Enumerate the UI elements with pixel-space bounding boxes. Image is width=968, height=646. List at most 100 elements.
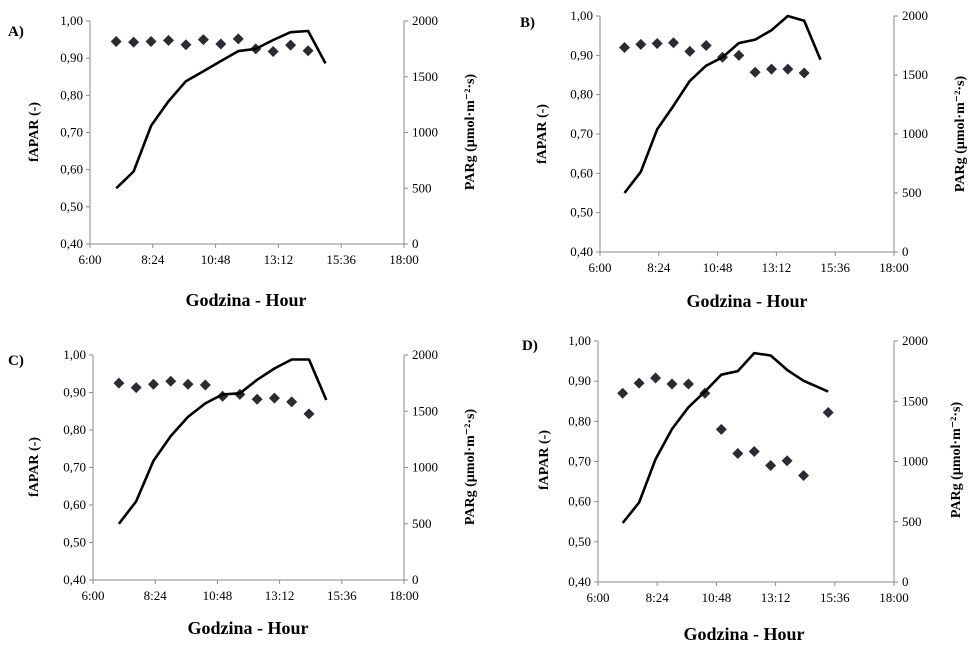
fapar-point	[286, 396, 298, 408]
fapar-point	[215, 38, 227, 50]
fapar-point	[180, 39, 192, 51]
fapar-point	[781, 455, 793, 467]
x-tick-label: 10:48	[203, 588, 233, 603]
left-tick-label: 0,70	[568, 454, 591, 469]
fapar-point	[715, 423, 727, 435]
x-tick-label: 8:24	[646, 590, 670, 605]
fapar-point	[650, 372, 662, 384]
fapar-point	[732, 447, 744, 459]
y-axis-label-left: fAPAR (-)	[535, 104, 550, 164]
x-tick-label: 13:12	[762, 260, 792, 275]
left-tick-label: 1,00	[60, 13, 83, 28]
fapar-point	[617, 387, 629, 399]
right-tick-label: 1000	[902, 126, 928, 141]
fapar-point	[798, 67, 810, 79]
fapar-point	[199, 379, 211, 391]
parg-line	[115, 29, 327, 190]
fapar-point	[733, 49, 745, 61]
left-tick-label: 0,90	[570, 47, 593, 62]
fapar-point	[130, 382, 142, 394]
fapar-point	[303, 408, 315, 420]
right-tick-label: 1500	[902, 393, 928, 408]
x-tick-label: 18:00	[389, 588, 419, 603]
x-axis-label: Godzina - Hour	[185, 290, 306, 310]
x-tick-label: 18:00	[879, 590, 909, 605]
fapar-point	[635, 38, 647, 50]
left-tick-label: 0,80	[63, 422, 86, 437]
left-tick-label: 1,00	[570, 8, 593, 23]
fapar-point	[619, 41, 630, 53]
left-tick-label: 1,00	[568, 333, 591, 348]
right-tick-label: 2000	[902, 333, 928, 348]
right-tick-label: 1000	[902, 454, 928, 469]
fapar-point	[268, 392, 280, 404]
fapar-point	[113, 377, 125, 389]
left-tick-label: 0,40	[60, 236, 83, 251]
fapar-point	[822, 406, 834, 418]
left-tick-label: 0,60	[568, 494, 591, 509]
chart-panel-a: 0,40 0,50 0,60 0,70 0,80 0,90 1,00 0 500 1000 1500…	[8, 13, 478, 310]
fapar-point	[782, 63, 794, 75]
left-tick-label: 0,70	[63, 460, 86, 475]
x-tick-label: 10:48	[703, 260, 733, 275]
fapar-point	[285, 39, 297, 51]
fapar-point	[197, 34, 209, 46]
chart-panel-b: 0,40 0,50 0,60 0,70 0,80 0,90 1,00 0 500 1000 1500…	[520, 8, 968, 311]
panel-label: A)	[8, 24, 24, 40]
right-tick-label: 1500	[412, 403, 438, 418]
fapar-point	[765, 460, 777, 472]
right-tick-label: 2000	[412, 13, 438, 28]
x-tick-label: 13:12	[265, 588, 295, 603]
fapar-point	[165, 375, 177, 387]
left-tick-label: 0,50	[570, 205, 593, 220]
right-tick-label: 0	[902, 574, 909, 589]
y-axis-label-right: PARg (µmol·m⁻²·s)	[949, 402, 964, 519]
left-tick-label: 1,00	[63, 347, 86, 362]
fapar-point	[651, 38, 663, 50]
right-tick-label: 500	[902, 185, 922, 200]
right-tick-label: 2000	[412, 347, 438, 362]
left-tick-label: 0,50	[568, 534, 591, 549]
left-tick-label: 0,80	[570, 87, 593, 102]
right-tick-label: 0	[412, 572, 419, 587]
x-tick-label: 8:24	[141, 252, 165, 267]
left-tick-label: 0,70	[570, 126, 593, 141]
left-tick-label: 0,80	[60, 87, 83, 102]
x-tick-label: 6:00	[586, 590, 609, 605]
panel-label: C)	[8, 353, 24, 369]
right-tick-label: 1500	[902, 67, 928, 82]
left-tick-label: 0,60	[63, 497, 86, 512]
left-tick-label: 0,40	[570, 244, 593, 259]
x-tick-label: 15:36	[820, 260, 850, 275]
left-tick-label: 0,50	[60, 199, 83, 214]
fapar-point	[668, 37, 679, 49]
fapar-point	[749, 66, 761, 78]
right-tick-label: 0	[412, 236, 419, 251]
right-tick-label: 1500	[412, 69, 438, 84]
fapar-point	[302, 45, 314, 57]
right-tick-label: 1000	[412, 460, 438, 475]
chart-panel-c: 0,40 0,50 0,60 0,70 0,80 0,90 1,00 0 500 1000 1500…	[8, 347, 478, 638]
x-tick-label: 10:48	[201, 252, 231, 267]
x-axis-label: Godzina - Hour	[683, 624, 804, 644]
panel-label: D)	[522, 338, 538, 354]
x-axis-label: Godzina - Hour	[187, 618, 308, 638]
x-tick-label: 18:00	[879, 260, 909, 275]
fapar-point	[163, 34, 174, 46]
left-tick-label: 0,60	[570, 165, 593, 180]
right-tick-label: 500	[412, 516, 432, 531]
fapar-point	[798, 470, 810, 482]
fapar-point	[684, 45, 696, 57]
left-tick-label: 0,40	[63, 572, 86, 587]
fapar-point	[232, 33, 244, 45]
x-tick-label: 10:48	[702, 590, 732, 605]
x-tick-label: 6:00	[81, 588, 104, 603]
left-tick-label: 0,40	[568, 574, 591, 589]
fapar-point	[766, 63, 777, 75]
left-tick-label: 0,70	[60, 125, 83, 140]
y-axis-label-left: fAPAR (-)	[27, 437, 42, 497]
x-tick-label: 8:24	[144, 588, 168, 603]
fapar-point	[267, 45, 279, 57]
right-tick-label: 0	[902, 244, 909, 259]
fapar-point	[633, 377, 645, 389]
